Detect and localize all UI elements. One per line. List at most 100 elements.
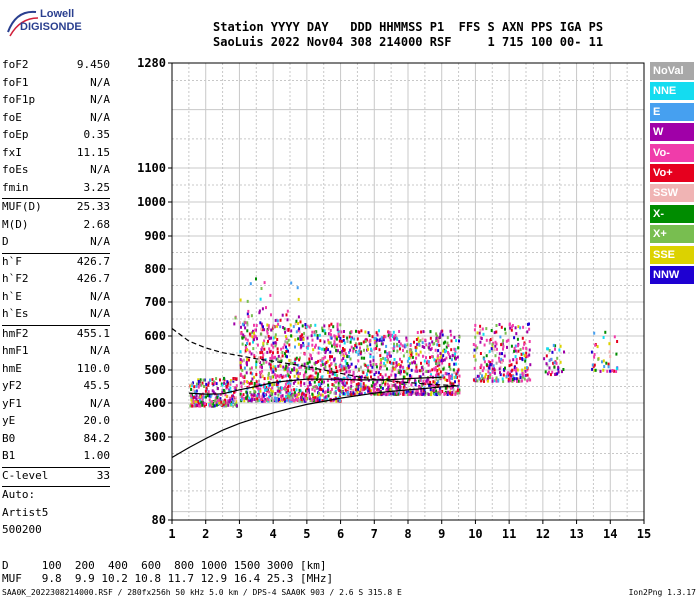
echo-point <box>337 331 340 334</box>
echo-point <box>322 357 325 360</box>
echo-point <box>347 374 350 378</box>
echo-point <box>421 384 424 388</box>
echo-point <box>312 348 315 352</box>
echo-point <box>283 397 286 401</box>
echo-point <box>250 331 253 335</box>
echo-point <box>285 395 287 399</box>
echo-point <box>429 388 432 392</box>
echo-point <box>322 389 325 393</box>
echo-point <box>271 386 274 390</box>
echo-point <box>479 352 482 355</box>
echo-point <box>317 351 320 355</box>
x-tick-label: 14 <box>603 527 617 541</box>
echo-point <box>292 325 295 329</box>
echo-point <box>259 365 262 369</box>
echo-point <box>263 339 266 343</box>
echo-point <box>380 337 383 341</box>
echo-point <box>272 336 275 340</box>
echo-point <box>431 368 434 372</box>
echo-point <box>502 344 505 348</box>
echo-point <box>521 373 524 377</box>
echo-point <box>261 356 264 360</box>
echo-point <box>408 357 411 361</box>
echo-point <box>216 396 219 400</box>
echo-point <box>232 394 235 398</box>
echo-point <box>593 331 596 335</box>
echo-point <box>250 393 253 397</box>
echo-point <box>516 368 519 372</box>
echo-point <box>246 312 249 316</box>
echo-point <box>257 356 260 360</box>
echo-point <box>300 337 303 341</box>
echo-point <box>444 371 447 375</box>
echo-point <box>327 327 330 331</box>
legend-item-e: E <box>650 102 694 121</box>
param-row-fof1p: foF1p N/A <box>2 93 110 111</box>
echo-point <box>232 400 235 404</box>
echo-point <box>311 338 314 342</box>
echo-point <box>504 331 507 335</box>
echo-point <box>338 379 341 383</box>
echo-point <box>348 335 351 339</box>
echo-point <box>435 392 438 396</box>
echo-point <box>288 343 291 347</box>
echo-point <box>349 348 352 352</box>
echo-point <box>297 322 300 325</box>
echo-point <box>342 349 345 353</box>
echo-point <box>267 381 270 385</box>
echo-point <box>347 364 350 368</box>
echo-point <box>277 381 280 385</box>
echo-point <box>429 369 432 373</box>
echo-point <box>526 330 529 334</box>
lowell-digisonde-logo: Lowell DIGISONDE <box>6 6 82 42</box>
echo-point <box>330 370 333 374</box>
echo-point <box>321 399 324 403</box>
echo-point <box>349 340 352 344</box>
echo-point <box>267 326 270 330</box>
echo-point <box>344 381 347 385</box>
echo-point <box>285 398 288 402</box>
echo-point <box>424 382 427 386</box>
echo-point <box>402 375 405 379</box>
echo-point <box>378 384 381 388</box>
echo-point <box>243 397 246 400</box>
echo-point <box>429 343 432 347</box>
echo-point <box>513 349 516 353</box>
echo-point <box>436 343 439 347</box>
echo-point <box>256 383 259 387</box>
echo-point <box>300 380 302 384</box>
echo-point <box>398 330 401 333</box>
echo-point <box>265 360 268 364</box>
echo-point <box>386 392 389 396</box>
echo-point <box>276 357 279 361</box>
echo-point <box>359 376 362 379</box>
distance-row: D 100 200 400 600 800 1000 1500 3000 [km… <box>2 559 327 572</box>
echo-point <box>496 347 498 351</box>
echo-point <box>207 383 210 387</box>
echo-point <box>295 388 298 392</box>
echo-point <box>325 346 328 350</box>
echo-point <box>448 362 451 366</box>
echo-point <box>372 381 375 385</box>
echo-point <box>205 395 207 399</box>
echo-point <box>265 306 267 310</box>
echo-point <box>268 337 271 341</box>
echo-point <box>451 354 454 358</box>
echo-point <box>313 333 316 337</box>
echo-point <box>249 282 252 286</box>
echo-point <box>399 369 402 373</box>
echo-point <box>501 377 504 381</box>
echo-point <box>370 389 372 393</box>
echo-point <box>415 356 418 360</box>
echo-point <box>286 372 289 376</box>
echo-point <box>219 397 222 401</box>
echo-point <box>438 358 441 362</box>
echo-point <box>308 366 311 370</box>
echo-point <box>428 346 430 350</box>
echo-point <box>257 393 260 396</box>
param-name: hmE <box>2 361 22 375</box>
echo-point <box>282 326 285 329</box>
echo-point <box>556 356 559 360</box>
echo-point <box>319 358 322 362</box>
echo-point <box>422 372 425 376</box>
